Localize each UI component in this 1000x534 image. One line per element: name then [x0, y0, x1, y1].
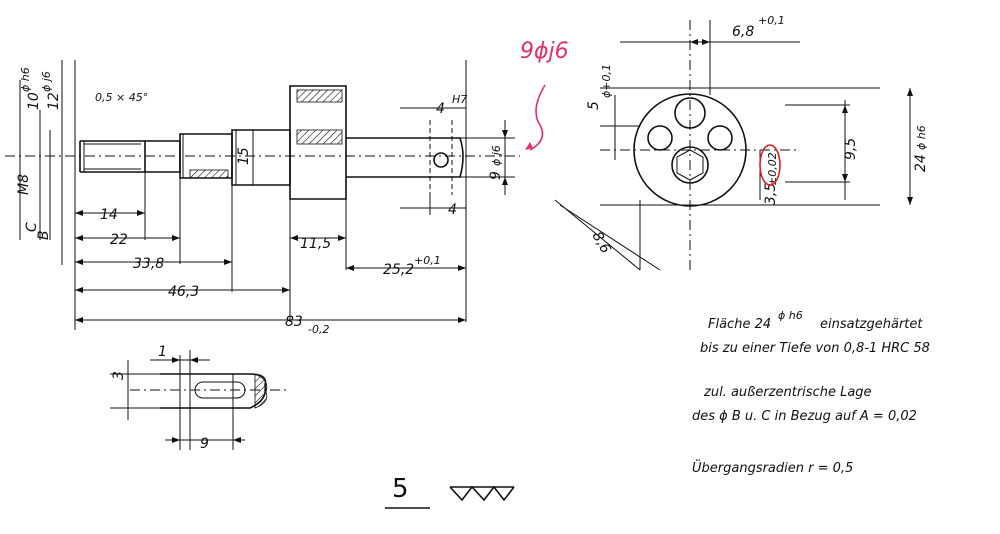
- label-d10-tol: ϕ h6: [19, 67, 32, 92]
- dim-25-2: 25,2: [383, 262, 414, 278]
- detail-shaft: [160, 373, 267, 409]
- note-line1b: einsatzgehärtet: [820, 317, 923, 332]
- detail-slot: [194, 381, 246, 399]
- front-dim-3-5-tol: ±0,02: [766, 152, 779, 186]
- shaft-end-9: [346, 137, 464, 178]
- surface-finish: 5: [385, 474, 515, 509]
- dim-33-8: 33,8: [133, 256, 164, 272]
- dim-14: 14: [100, 207, 118, 223]
- dim-15: 15: [236, 147, 252, 165]
- front-dim-3-5: 3,5: [763, 183, 779, 205]
- label-d12: 12: [46, 92, 62, 110]
- dim-46-3: 46,3: [168, 284, 199, 300]
- front-dim-9-5: 9,5: [843, 138, 859, 160]
- dim-25-2-tol: +0,1: [414, 254, 441, 267]
- dim-22: 22: [110, 232, 128, 248]
- side-view-labels: M8 10 ϕ h6 12 ϕ j6 0,5 × 45° C B 14 22 3…: [16, 67, 504, 336]
- dim-4-top: 4: [436, 101, 445, 117]
- front-hex-boss: [671, 146, 709, 184]
- note-line5: Übergangsradien r = 0,5: [692, 459, 853, 476]
- front-dim-6-8: 6,8: [732, 24, 754, 40]
- front-view: 6,8 +0,1 5 ϕ+0,1 9,5 24 ϕ h6 3,5 ±0,02 8…: [554, 14, 929, 271]
- front-hole-right: [707, 125, 733, 151]
- handwritten-annotation: 9ϕj6: [520, 39, 569, 151]
- note-line2: bis zu einer Tiefe von 0,8-1 HRC 58: [700, 341, 930, 356]
- front-dim-24-tol: ϕ h6: [915, 125, 928, 150]
- front-dim-5-tol: ϕ+0,1: [600, 64, 613, 98]
- label-chamfer: 0,5 × 45°: [95, 91, 148, 104]
- label-d12-tol: ϕ j6: [40, 71, 53, 92]
- fit-h7: H7: [452, 93, 467, 106]
- label-b: B: [36, 230, 52, 240]
- note-line1-tol: ϕ h6: [778, 309, 803, 322]
- dim-83-tol: -0,2: [308, 323, 329, 336]
- label-d10: 10: [26, 92, 42, 110]
- front-outer-circle: [633, 93, 747, 207]
- front-hole-top: [674, 97, 706, 129]
- shaft-side-view: [5, 60, 520, 330]
- detail-view: 1 3 9: [110, 344, 290, 452]
- thread-section: [79, 140, 146, 173]
- label-m8: M8: [16, 174, 32, 195]
- note-line1a: Fläche 24: [708, 317, 771, 332]
- front-dim-24: 24: [913, 154, 929, 172]
- front-dim-6-8-tol: +0,1: [758, 14, 785, 27]
- front-dim-5: 5: [586, 101, 602, 110]
- note-line4: des ϕ B u. C in Bezug auf A = 0,02: [692, 409, 917, 424]
- notes-block: Fläche 24 ϕ h6 einsatzgehärtet bis zu ei…: [692, 309, 930, 476]
- front-hole-left: [647, 125, 673, 151]
- dim-9-tol: ϕ j6: [490, 145, 503, 166]
- detail-dim-1: 1: [158, 344, 167, 360]
- detail-dim-9: 9: [200, 436, 209, 452]
- surface-number: 5: [392, 474, 409, 504]
- dim-9: 9: [488, 171, 504, 180]
- annotation-9-j6: 9ϕj6: [520, 39, 569, 64]
- label-c: C: [24, 222, 40, 232]
- front-hex: [676, 149, 704, 181]
- dim-83: 83: [285, 314, 303, 330]
- dim-11-5: 11,5: [300, 236, 331, 252]
- triangle-finish-symbol: [449, 485, 515, 502]
- dim-4-bottom: 4: [448, 202, 457, 218]
- detail-dim-3: 3: [111, 371, 127, 380]
- red-highlight-circle: [759, 144, 781, 186]
- front-dim-8-6: 8,6: [589, 229, 614, 256]
- note-line3: zul. außerzentrische Lage: [703, 385, 872, 400]
- cross-hole: [433, 152, 449, 168]
